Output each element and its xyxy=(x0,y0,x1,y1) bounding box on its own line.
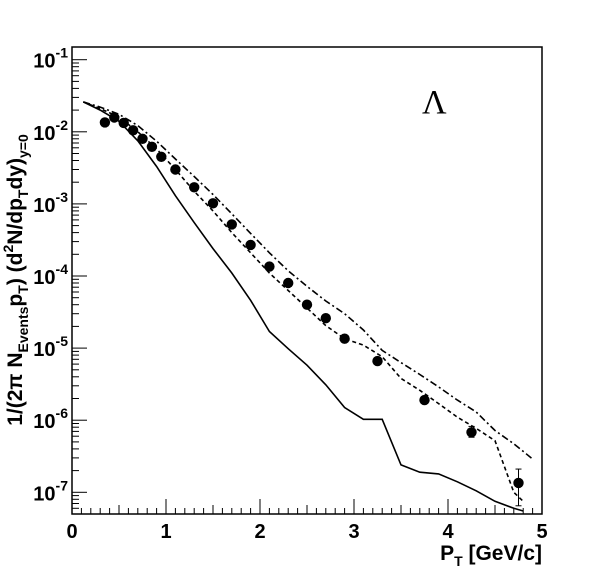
data-point xyxy=(419,394,430,406)
data-point xyxy=(137,133,148,144)
particle-annotation: Λ xyxy=(422,84,447,121)
curve-solid xyxy=(82,101,524,512)
y-tick-label: 10-6 xyxy=(33,405,68,433)
data-point xyxy=(320,313,331,324)
model-curves xyxy=(82,101,534,512)
y-axis-title: 1/(2π NEventspT) (d2N/dpTdy)y=0 xyxy=(0,134,31,426)
data-point xyxy=(301,299,313,310)
curve-dashdot xyxy=(83,101,534,460)
data-point xyxy=(207,198,219,209)
x-tick-label: 1 xyxy=(160,521,171,543)
data-point xyxy=(372,355,383,367)
y-tick-label: 10-5 xyxy=(33,333,68,361)
x-axis-ticks: 0 1 2 3 4 5 xyxy=(66,499,548,543)
y-tick-label: 10-3 xyxy=(33,189,68,217)
data-point xyxy=(283,277,294,289)
x-tick-label: 2 xyxy=(254,521,265,543)
data-point xyxy=(99,117,111,128)
data-point xyxy=(189,182,200,193)
y-tick-label: 10-2 xyxy=(33,117,68,145)
data-point xyxy=(170,164,181,175)
x-tick-label: 5 xyxy=(536,521,547,543)
y-tick-label: 10-4 xyxy=(33,261,68,289)
data-point xyxy=(118,117,129,129)
data-point xyxy=(466,427,477,438)
data-point xyxy=(127,125,139,136)
y-tick-label: 10-7 xyxy=(33,477,68,505)
x-tick-label: 4 xyxy=(442,521,454,543)
data-point xyxy=(513,477,524,489)
data-point xyxy=(109,112,120,123)
data-point xyxy=(339,333,350,344)
data-point xyxy=(264,261,275,272)
data-points xyxy=(99,112,524,507)
data-point xyxy=(226,219,237,230)
y-axis-ticks: 10-7 10-6 10-5 10-4 10-3 10-2 10-1 xyxy=(33,45,87,515)
data-point xyxy=(146,141,158,152)
x-tick-label: 3 xyxy=(348,521,359,543)
y-tick-label: 10-1 xyxy=(33,45,68,73)
data-point xyxy=(156,151,167,162)
plot-frame xyxy=(71,46,543,515)
data-point xyxy=(245,239,256,251)
x-axis-title: PT [GeV/c] xyxy=(440,542,542,569)
x-tick-label: 0 xyxy=(66,521,77,543)
